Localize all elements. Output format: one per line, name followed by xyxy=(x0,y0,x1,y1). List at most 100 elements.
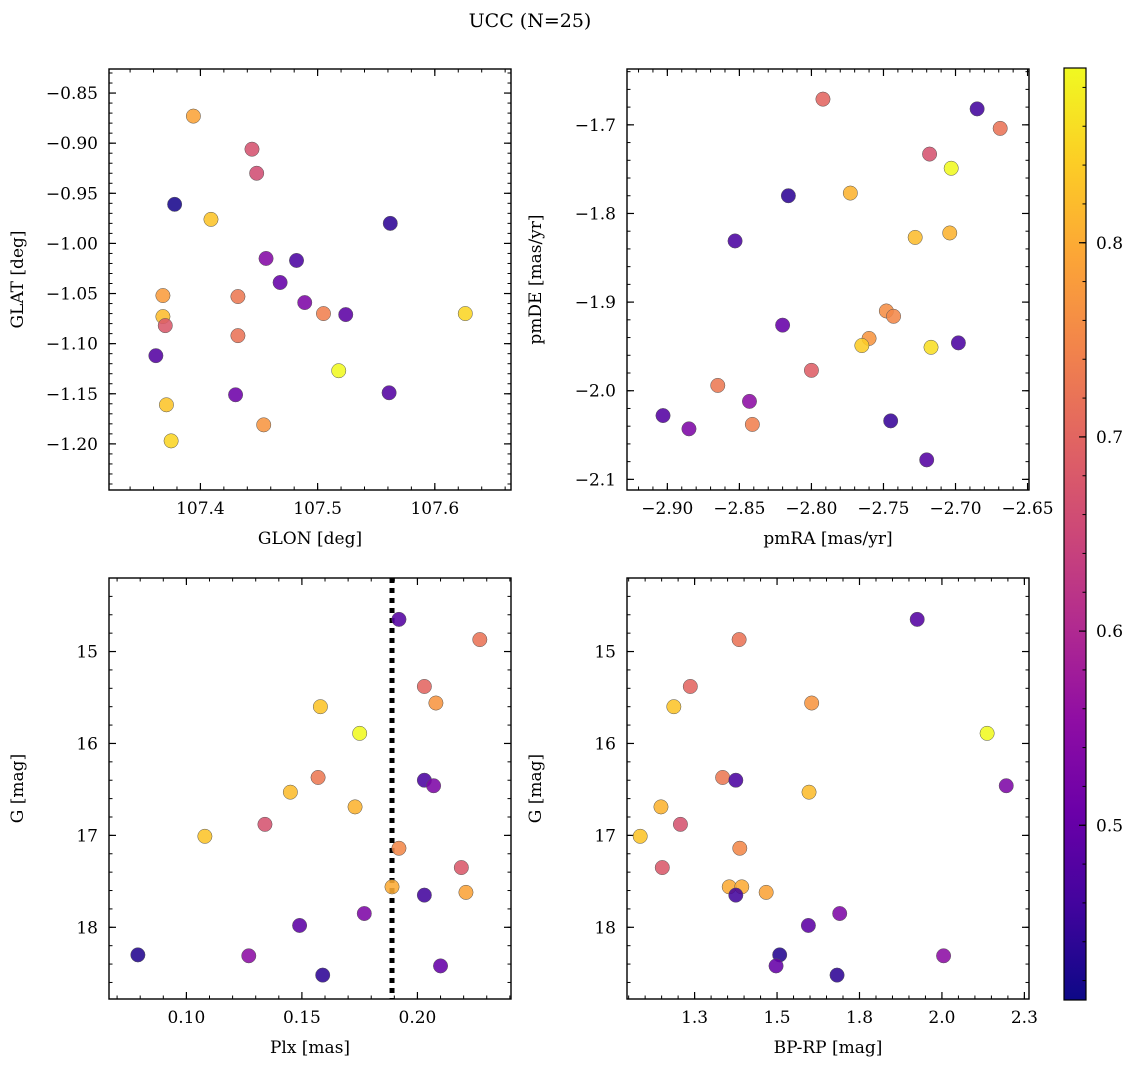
scatter-point xyxy=(297,295,313,311)
scatter-point xyxy=(167,196,183,212)
scatter-point xyxy=(256,417,272,433)
scatter-point xyxy=(315,967,331,983)
scatter-point xyxy=(727,233,743,249)
x-tick-label: −2.70 xyxy=(929,499,981,519)
scatter-point xyxy=(682,679,698,694)
y-tick-label: −1.15 xyxy=(46,385,98,405)
scatter-point xyxy=(382,215,398,231)
scatter-point xyxy=(347,799,363,815)
scatter-point xyxy=(249,165,265,181)
scatter-point xyxy=(453,860,469,876)
scatter-point xyxy=(803,362,819,378)
y-axis-label: G [mag] xyxy=(526,754,546,823)
scatter-point xyxy=(801,784,817,800)
y-tick-label: −1.00 xyxy=(46,234,98,254)
scatter-point xyxy=(728,772,744,788)
y-tick-label: −1.9 xyxy=(575,293,616,313)
x-tick-label: −2.90 xyxy=(641,499,693,519)
x-tick-label: 0.15 xyxy=(283,1008,321,1028)
scatter-point xyxy=(316,306,331,322)
scatter-point xyxy=(842,185,858,201)
scatter-point xyxy=(969,101,985,117)
scatter-point xyxy=(381,385,397,401)
y-tick-label: 16 xyxy=(594,734,616,754)
y-tick-label: 18 xyxy=(76,918,98,938)
scatter-point xyxy=(919,452,935,468)
colorbar: 0.5 0.6 0.7 0.8 xyxy=(1063,67,1123,1001)
scatter-point xyxy=(800,918,816,933)
scatter-point xyxy=(922,146,938,162)
scatter-point xyxy=(886,308,902,324)
scatter-point xyxy=(331,363,347,379)
scatter-point xyxy=(148,348,164,364)
y-axis-label: G [mag] xyxy=(8,754,28,823)
scatter-point xyxy=(654,860,670,876)
scatter-point xyxy=(632,828,648,844)
scatter-point xyxy=(130,947,146,963)
scatter-point xyxy=(257,816,273,832)
scatter-point xyxy=(310,770,326,785)
scatter-point xyxy=(732,840,748,856)
scatter-point xyxy=(428,695,444,711)
data-points xyxy=(632,611,1014,983)
scatter-point xyxy=(228,387,244,403)
scatter-point xyxy=(457,306,473,322)
scatter-point xyxy=(157,318,173,334)
plot-frame xyxy=(108,577,512,1000)
x-tick-label: −2.85 xyxy=(713,499,765,519)
scatter-point xyxy=(768,958,784,974)
x-tick-label: 107.6 xyxy=(410,499,459,519)
scatter-point xyxy=(155,288,171,303)
scatter-point xyxy=(391,611,407,627)
y-tick-label: −1.7 xyxy=(575,116,616,136)
scatter-point xyxy=(832,906,848,921)
scatter-point xyxy=(282,784,298,800)
plot-frame xyxy=(626,577,1030,1000)
y-tick-label: 15 xyxy=(594,643,616,663)
scatter-point xyxy=(244,141,260,157)
scatter-point xyxy=(780,188,796,204)
x-axis-label: pmRA [mas/yr] xyxy=(763,529,892,549)
figure-title: UCC (N=25) xyxy=(469,10,592,32)
x-axis-label: GLON [deg] xyxy=(258,529,362,549)
scatter-point xyxy=(923,339,939,355)
scatter-point xyxy=(815,91,831,107)
y-tick-label: −0.95 xyxy=(46,184,98,204)
y-tick-label: 15 xyxy=(76,643,98,663)
colorbar-gradient xyxy=(1064,68,1086,1000)
data-points xyxy=(148,108,473,449)
scatter-point xyxy=(292,918,308,933)
colorbar-frame xyxy=(1063,67,1087,1001)
plot-frame xyxy=(626,68,1030,491)
scatter-point xyxy=(742,393,757,409)
scatter-point xyxy=(458,884,474,900)
scatter-point xyxy=(942,225,958,241)
scatter-point xyxy=(416,887,432,903)
x-tick-label: −2.65 xyxy=(1002,499,1054,519)
x-axis-label: Plx [mas] xyxy=(270,1038,350,1058)
scatter-point xyxy=(775,317,791,333)
scatter-point xyxy=(338,307,354,323)
scatter-point xyxy=(710,377,726,393)
scatter-point xyxy=(943,160,959,176)
scatter-point xyxy=(907,229,923,245)
plot-frame xyxy=(108,68,512,491)
x-tick-label: 2.3 xyxy=(1011,1008,1038,1028)
x-tick-label: 0.20 xyxy=(399,1008,437,1028)
scatter-point xyxy=(289,253,304,268)
panels: 107.4 107.5 107.6 −0.85 −0.90 −0.95 −1.00 −1.05… xyxy=(8,68,1054,1058)
scatter-point xyxy=(258,251,274,266)
scatter-panel-2: −2.90 −2.85 −2.80 −2.75 −2.70 −2.65 −1.7 −1.8 −1… xyxy=(526,68,1054,549)
y-tick-label: −1.05 xyxy=(46,285,98,305)
y-axis-label: pmDE [mas/yr] xyxy=(526,214,546,344)
scatter-point xyxy=(666,699,682,715)
scatter-point xyxy=(197,828,213,844)
scatter-point xyxy=(185,108,201,124)
x-tick-label: 1.5 xyxy=(764,1008,791,1028)
x-tick-label: −2.75 xyxy=(857,499,909,519)
scatter-point xyxy=(829,967,845,983)
scatter-point xyxy=(433,958,448,974)
scatter-point xyxy=(352,725,368,741)
scatter-point xyxy=(728,887,744,903)
